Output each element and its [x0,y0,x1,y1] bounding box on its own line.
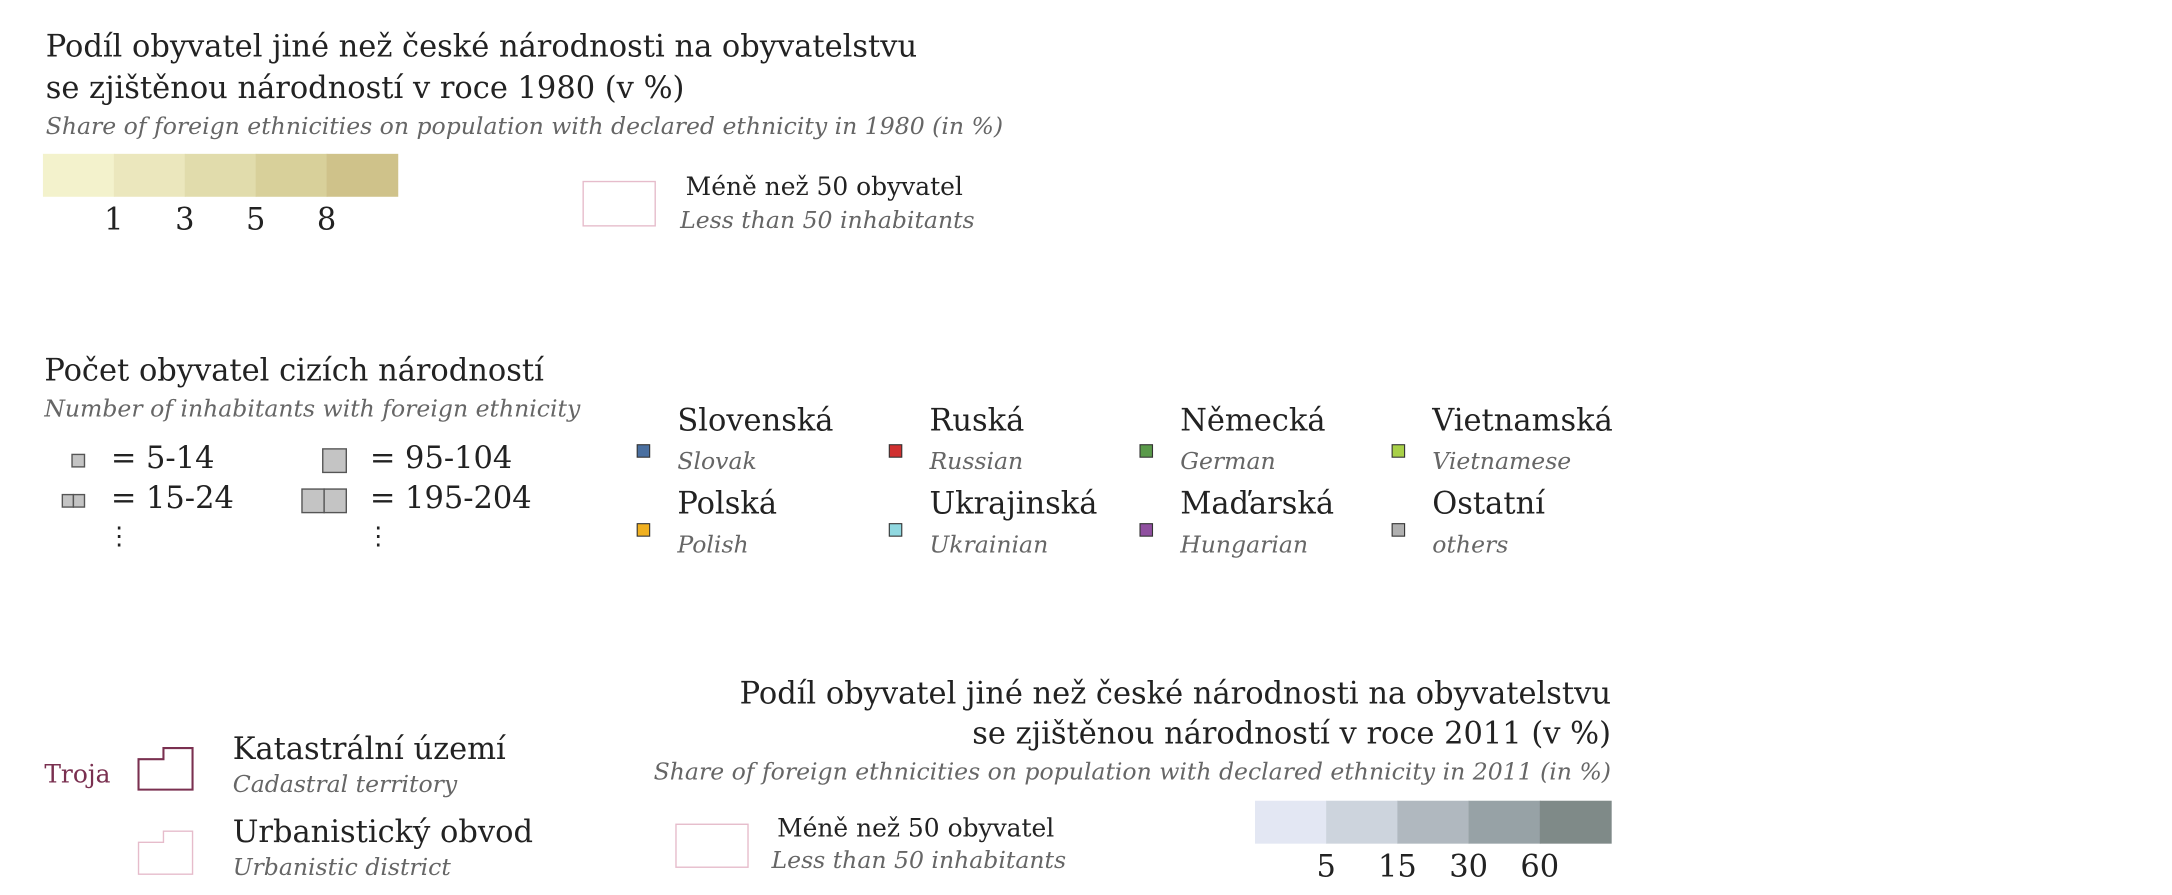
small-pop-box [675,823,749,868]
ethnicity-swatch [1391,444,1406,458]
break-label: 5 [246,203,265,238]
ethnicity-name: Ukrajinská [929,487,1097,522]
symbol-20b [323,488,347,514]
symbol-2b [72,493,86,508]
boundary-name: Urbanistický obvod [233,815,533,850]
symbol-2a [61,493,75,508]
boundary-name-en: Cadastral territory [233,770,458,798]
color-step [113,153,186,197]
symbol-20a [301,488,325,514]
symbol-10 [322,448,347,474]
color-step [326,153,399,197]
break-label: 15 [1378,850,1417,885]
district-icon [137,830,194,875]
ethnicity-name-en: Russian [928,447,1023,475]
ethnicity-swatch [636,523,651,537]
title-1980-line2: se zjištěnou národností v roce 1980 (v %… [46,71,685,106]
break-label: 8 [317,203,336,238]
break-label: 1 [104,203,123,238]
title-2011-line2: se zjištěnou národností v roce 2011 (v %… [972,717,1611,752]
example-name: Troja [44,759,110,788]
ethnicity-name-en: Hungarian [1179,530,1308,558]
count-item: = 95-104 [370,441,512,476]
ethnicity-name: Německá [1180,404,1325,439]
ethnicity-swatch [888,444,903,458]
ethnicity-swatch [636,444,651,458]
ethnicity-name-en: Polish [676,530,748,558]
small-pop-box [582,180,656,227]
ethnicity-swatch [888,523,903,537]
color-step [42,153,115,197]
ethnicity-swatch [1139,444,1154,458]
ethnicity-swatch [1139,523,1154,537]
color-step [1468,800,1541,844]
count-title: Počet obyvatel cizích národností [44,354,544,389]
symbol-1 [71,453,86,468]
ethnicity-name: Ostatní [1432,487,1545,522]
color-step [184,153,257,197]
boundary-name: Katastrální území [233,732,506,767]
color-step [1254,800,1327,844]
ethnicity-name: Slovenská [677,404,833,439]
ellipsis: ⋮ [107,521,132,550]
color-step [1539,800,1612,844]
title-1980-line1: Podíl obyvatel jiné než české národnosti… [46,30,917,65]
note-en-1980: Less than 50 inhabitants [679,206,975,234]
cadastral-icon [137,747,194,791]
ethnicity-name-en: German [1180,447,1275,475]
ethnicity-name: Polská [677,487,777,522]
ethnicity-name-en: Vietnamese [1432,447,1571,475]
ethnicity-name-en: Ukrainian [929,530,1048,558]
color-step [1397,800,1470,844]
count-item: = 195-204 [370,481,532,516]
break-label: 60 [1520,850,1559,885]
note-en-2011: Less than 50 inhabitants [771,846,1067,874]
ethnicity-swatch [1391,523,1406,537]
count-item: = 15-24 [111,481,234,516]
title-2011-line1: Podíl obyvatel jiné než české národnosti… [740,676,1611,711]
ellipsis: ⋮ [366,521,391,550]
boundary-name-en: Urbanistic district [233,853,452,881]
count-item: = 5-14 [111,441,215,476]
ethnicity-name-en: Slovak [677,447,756,475]
break-label: 5 [1316,850,1335,885]
break-label: 3 [175,203,194,238]
count-subtitle: Number of inhabitants with foreign ethni… [43,395,581,423]
color-step [1326,800,1399,844]
ethnicity-name: Maďarská [1180,487,1334,522]
color-step [255,153,328,197]
note-1980: Méně než 50 obyvatel [686,172,963,201]
subtitle-1980: Share of foreign ethnicities on populati… [46,112,1003,140]
ethnicity-name: Ruská [929,404,1024,439]
break-label: 30 [1449,850,1488,885]
ethnicity-name-en: others [1432,530,1508,558]
ethnicity-name: Vietnamská [1431,404,1612,439]
note-2011: Méně než 50 obyvatel [777,813,1054,842]
subtitle-2011: Share of foreign ethnicities on populati… [654,758,1611,786]
